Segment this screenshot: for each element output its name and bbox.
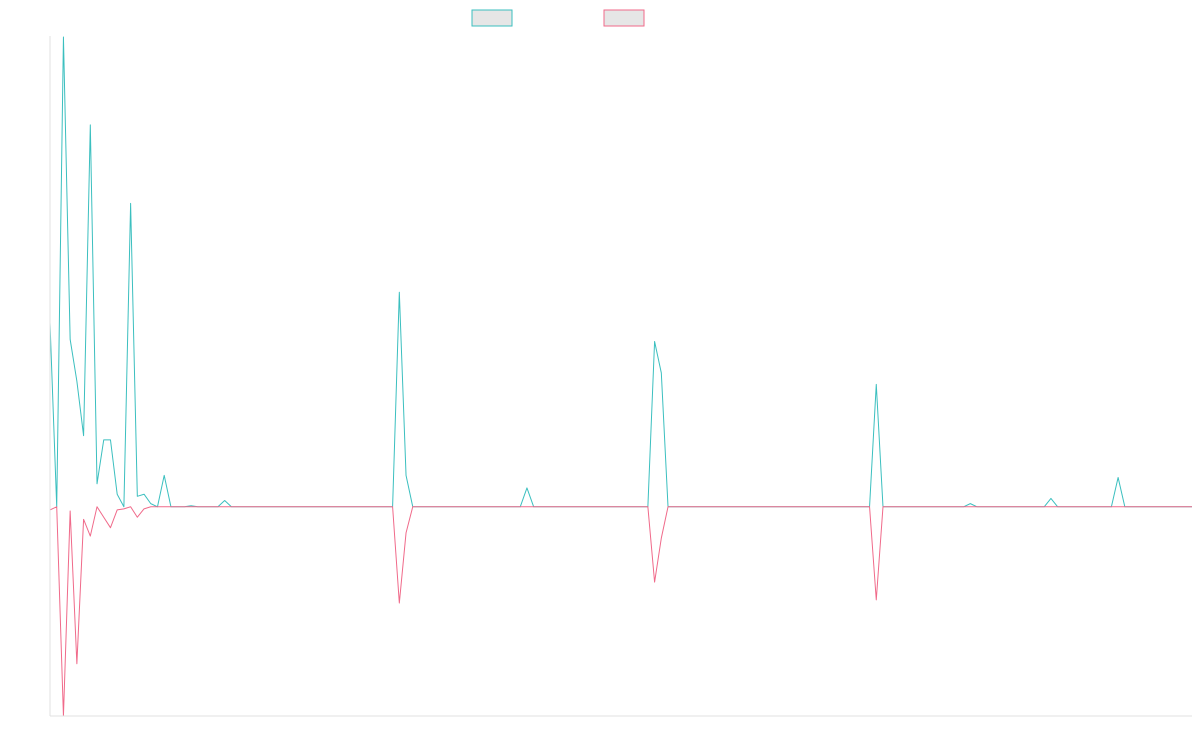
series-line-1 (49, 36, 1192, 508)
legend-swatch-series-1[interactable] (471, 9, 513, 27)
legend-swatch-series-2[interactable] (603, 9, 645, 27)
series-line-2 (49, 506, 1192, 717)
plot-area (49, 36, 1192, 717)
legend (471, 9, 645, 27)
